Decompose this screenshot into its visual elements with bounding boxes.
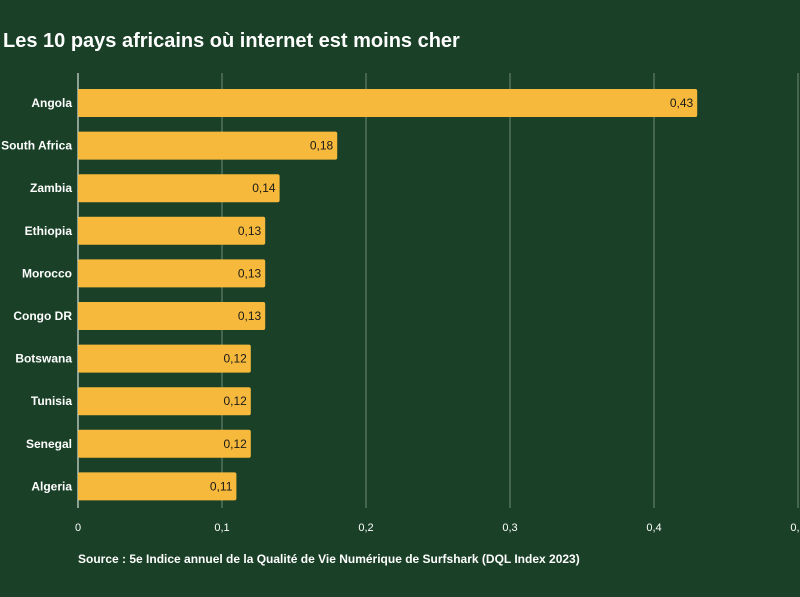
data-label: 0,14 <box>252 181 276 195</box>
category-label: Angola <box>31 96 72 110</box>
x-tick-label: 0,3 <box>502 522 517 534</box>
data-label: 0,13 <box>238 309 262 323</box>
x-tick-label: 0,4 <box>646 522 661 534</box>
bar <box>78 131 338 160</box>
category-label: Botswana <box>15 352 72 366</box>
bar <box>78 174 280 203</box>
bar <box>78 259 266 288</box>
chart-source: Source : 5e Indice annuel de la Qualité … <box>78 552 580 566</box>
data-label: 0,13 <box>238 266 262 280</box>
x-tick-label: 0,5 <box>790 522 800 534</box>
bar <box>78 472 237 501</box>
data-label: 0,11 <box>210 479 233 493</box>
data-label: 0,12 <box>223 352 247 366</box>
data-label: 0,12 <box>223 394 247 408</box>
x-tick-label: 0 <box>75 522 81 534</box>
bar <box>78 302 266 330</box>
x-tick-label: 0,2 <box>358 522 373 534</box>
category-label: Senegal <box>26 437 72 451</box>
x-tick-label: 0,1 <box>214 522 229 534</box>
bar <box>78 429 251 458</box>
bar <box>78 387 251 416</box>
category-label: South Africa <box>1 139 72 153</box>
data-label: 0,13 <box>238 224 262 238</box>
category-label: Congo DR <box>13 309 72 323</box>
category-label: Tunisia <box>31 394 72 408</box>
category-label: Ethiopia <box>25 224 73 238</box>
data-label: 0,43 <box>670 96 694 110</box>
category-label: Algeria <box>31 479 72 493</box>
category-label: Zambia <box>30 181 72 195</box>
data-label: 0,18 <box>310 139 334 153</box>
category-label: Morocco <box>22 266 72 280</box>
bar <box>78 216 266 245</box>
bar <box>78 344 251 373</box>
bar <box>78 89 698 117</box>
data-label: 0,12 <box>223 437 247 451</box>
chart-title: Les 10 pays africains où internet est mo… <box>3 30 460 52</box>
